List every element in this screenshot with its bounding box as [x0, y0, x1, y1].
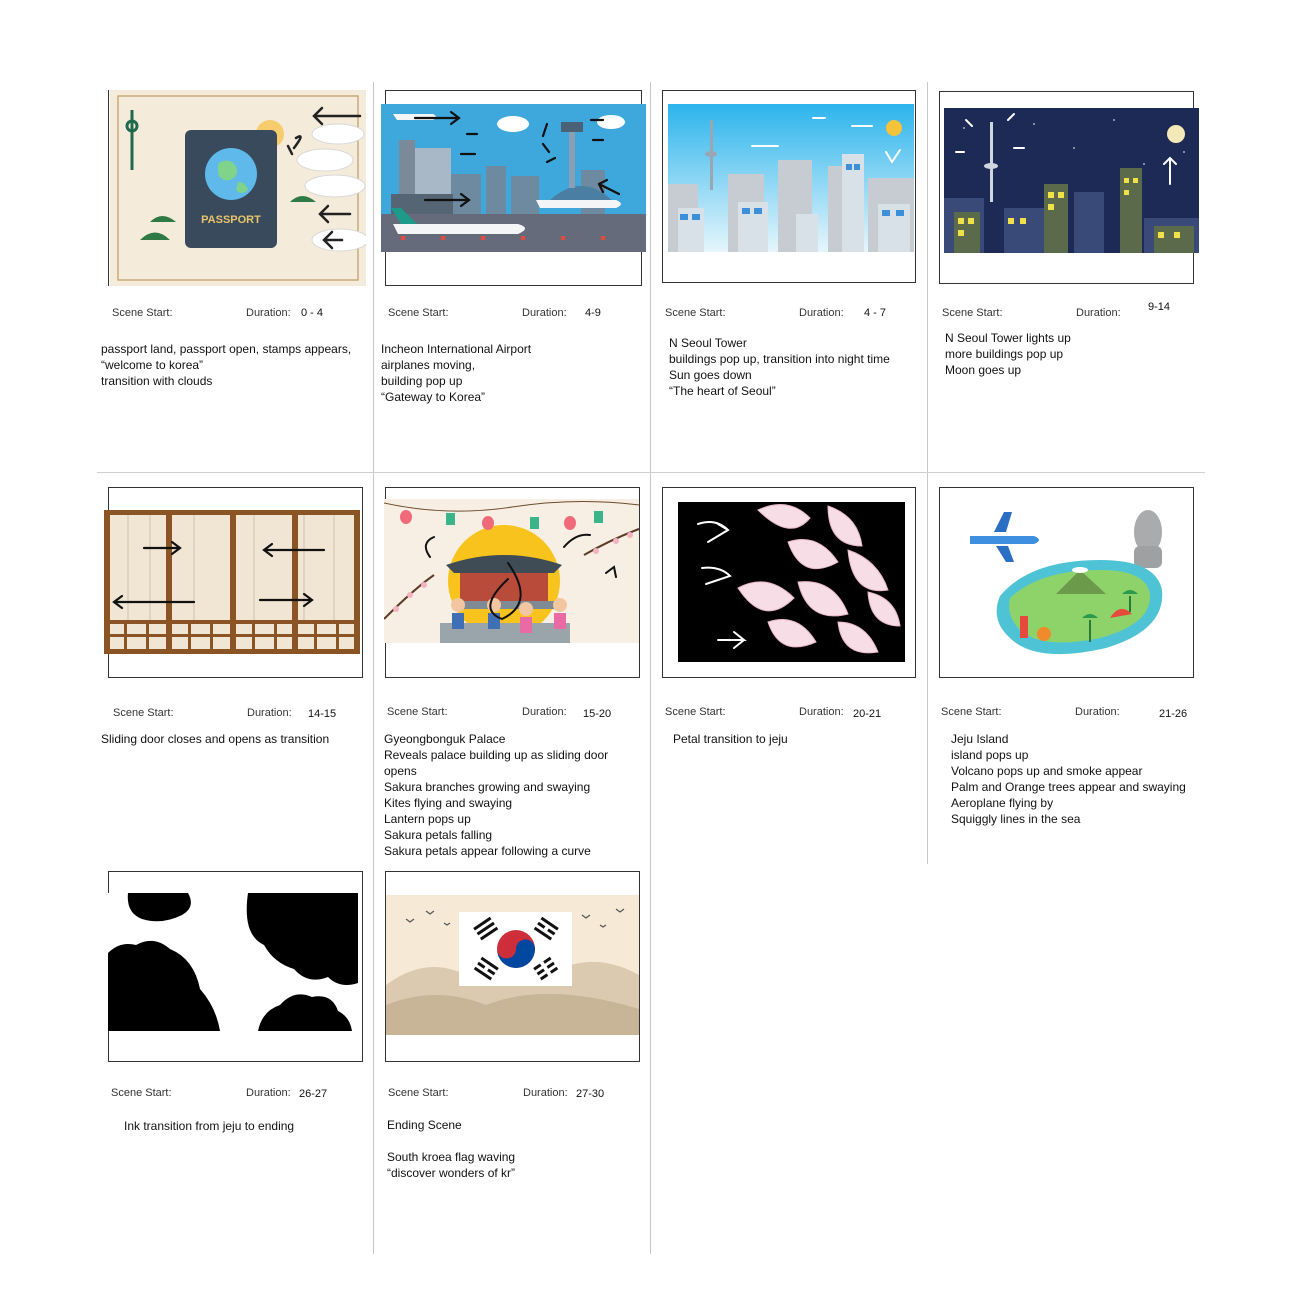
duration-label: Duration:: [1076, 307, 1121, 319]
description-line: opens: [384, 764, 417, 778]
description-line: “welcome to korea”: [101, 358, 204, 372]
description-line: Moon goes up: [945, 363, 1022, 377]
duration-label: Duration:: [246, 1087, 291, 1099]
description-line: Squiggly lines in the sea: [951, 812, 1081, 826]
description-line: airplanes moving,: [381, 358, 476, 372]
description-line: Aeroplane flying by: [951, 796, 1054, 810]
scene-description: Petal transition to jeju: [673, 731, 788, 747]
duration-value: 20-21: [853, 708, 882, 720]
description-line: transition with clouds: [101, 374, 213, 388]
duration-value: 14-15: [308, 708, 337, 720]
scene-description: Incheon International Airport airplanes …: [381, 341, 531, 405]
passport-label: PASSPORT: [201, 214, 261, 226]
duration-value: 9-14: [1148, 301, 1171, 313]
description-line: Sun goes down: [669, 368, 752, 382]
duration-label: Duration:: [522, 307, 567, 319]
description-line: “discover wonders of kr”: [387, 1166, 516, 1180]
seoul-night-illustration: [944, 108, 1199, 253]
column-divider: [927, 82, 928, 864]
scene-start-label: Scene Start:: [387, 706, 448, 718]
description-line: Sakura petals falling: [384, 828, 493, 842]
passport-scene-illustration: PASSPORT: [110, 90, 366, 286]
duration-label: Duration:: [1075, 706, 1120, 718]
duration-value: 21-26: [1159, 708, 1188, 720]
column-divider: [373, 82, 374, 1254]
duration-value: 0 - 4: [301, 307, 324, 319]
description-line: more buildings pop up: [945, 347, 1064, 361]
scene-start-label: Scene Start:: [113, 707, 174, 719]
seoul-day-illustration: [668, 104, 914, 252]
duration-label: Duration:: [523, 1087, 568, 1099]
description-line: Reveals palace building up as sliding do…: [384, 748, 609, 762]
description-line: Volcano pops up and smoke appear: [951, 764, 1143, 778]
scene-description: Ending Scene South kroea flag waving “di…: [387, 1117, 515, 1181]
duration-label: Duration:: [522, 706, 567, 718]
description-line: South kroea flag waving: [387, 1150, 516, 1164]
duration-value: 15-20: [583, 708, 612, 720]
description-line: Palm and Orange trees appear and swaying: [951, 780, 1186, 794]
petal-transition-illustration: [678, 502, 905, 662]
duration-label: Duration:: [247, 707, 292, 719]
column-divider: [650, 82, 651, 1254]
description-line: Sakura branches growing and swaying: [384, 780, 591, 794]
description-line: N Seoul Tower lights up: [945, 331, 1071, 345]
description-line: passport land, passport open, stamps app…: [101, 342, 352, 356]
jeju-island-illustration: [960, 496, 1175, 668]
description-line: island pops up: [951, 748, 1029, 762]
duration-label: Duration:: [799, 307, 844, 319]
ink-transition-illustration: [108, 893, 358, 1031]
scene-start-label: Scene Start:: [388, 307, 449, 319]
scene-start-label: Scene Start:: [388, 1087, 449, 1099]
scene-start-label: Scene Start:: [112, 307, 173, 319]
duration-value: 4 - 7: [864, 307, 887, 319]
palace-scene-illustration: [384, 499, 639, 643]
ending-flag-illustration: [386, 895, 639, 1035]
duration-label: Duration:: [799, 706, 844, 718]
scene-description: passport land, passport open, stamps app…: [101, 341, 351, 389]
duration-label: Duration:: [246, 307, 291, 319]
description-line: Jeju Island: [951, 732, 1009, 746]
airport-scene-illustration: [381, 104, 646, 252]
description-line: N Seoul Tower: [669, 336, 747, 350]
scene-start-label: Scene Start:: [941, 706, 1002, 718]
scene-start-label: Scene Start:: [942, 307, 1003, 319]
scene-description: Jeju Island island pops up Volcano pops …: [951, 731, 1186, 827]
description-line: Lantern pops up: [384, 812, 471, 826]
scene-start-label: Scene Start:: [665, 706, 726, 718]
scene-start-label: Scene Start:: [111, 1087, 172, 1099]
scene-description: N Seoul Tower buildings pop up, transiti…: [669, 335, 890, 399]
scene-description: Sliding door closes and opens as transit…: [101, 731, 329, 747]
description-line: Ending Scene: [387, 1118, 462, 1132]
description-line: [387, 1133, 515, 1149]
description-line: Incheon International Airport: [381, 342, 532, 356]
description-line: Gyeongbonguk Palace: [384, 732, 506, 746]
scene-description: N Seoul Tower lights up more buildings p…: [945, 330, 1071, 378]
description-line: Ink transition from jeju to ending: [124, 1119, 295, 1133]
description-line: “The heart of Seoul”: [669, 384, 776, 398]
duration-value: 4-9: [585, 307, 601, 319]
description-line: buildings pop up, transition into night …: [669, 352, 890, 366]
description-line: “Gateway to Korea”: [381, 390, 486, 404]
scene-description: Gyeongbonguk Palace Reveals palace build…: [384, 731, 608, 859]
duration-value: 26-27: [299, 1088, 328, 1100]
duration-value: 27-30: [576, 1088, 605, 1100]
description-line: Sliding door closes and opens as transit…: [101, 732, 330, 746]
description-line: Petal transition to jeju: [673, 732, 788, 746]
description-line: building pop up: [381, 374, 463, 388]
scene-description: Ink transition from jeju to ending: [124, 1118, 294, 1134]
sliding-door-illustration: [104, 510, 360, 654]
description-line: Kites flying and swaying: [384, 796, 513, 810]
scene-start-label: Scene Start:: [665, 307, 726, 319]
row-divider: [97, 472, 1205, 473]
description-line: Sakura petals appear following a curve: [384, 844, 591, 858]
